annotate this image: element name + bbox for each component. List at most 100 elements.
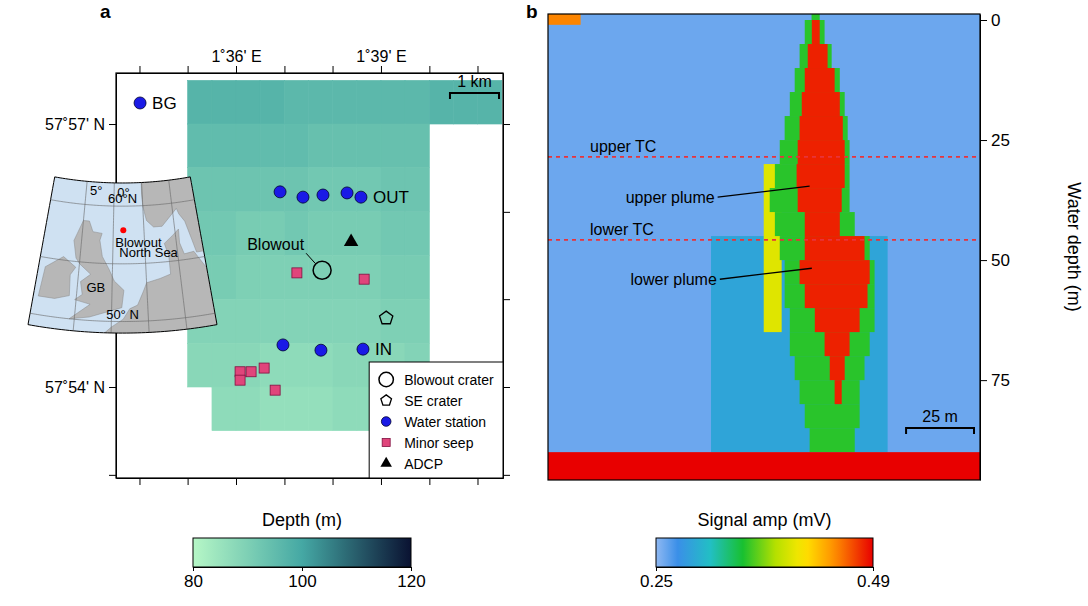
map-point bbox=[355, 191, 367, 203]
tick: 0.49 bbox=[857, 567, 890, 591]
depth-cell bbox=[284, 343, 308, 387]
depth-cell bbox=[357, 80, 381, 124]
tick bbox=[109, 475, 116, 476]
tick bbox=[284, 66, 285, 73]
tick-mark bbox=[429, 66, 430, 73]
depth-cell bbox=[357, 256, 381, 300]
depth-cell bbox=[284, 299, 308, 343]
echo-cell bbox=[790, 332, 870, 356]
echo-cell bbox=[785, 116, 848, 140]
tick-mark bbox=[109, 387, 116, 388]
tick bbox=[503, 387, 510, 388]
echo-cell bbox=[810, 428, 855, 452]
echo-cell bbox=[798, 188, 842, 212]
tick bbox=[333, 478, 334, 485]
depth-cell bbox=[236, 168, 260, 212]
map-point bbox=[341, 187, 353, 199]
tick-mark bbox=[980, 260, 987, 261]
echo-cell bbox=[548, 452, 980, 480]
depth-cell bbox=[284, 256, 308, 300]
inset-land bbox=[38, 257, 75, 299]
leader-line bbox=[306, 253, 315, 263]
point-label: IN bbox=[375, 340, 392, 359]
depth-cell bbox=[405, 256, 429, 300]
annotation-line bbox=[718, 186, 810, 197]
depth-cell bbox=[333, 299, 357, 343]
tick-label: 57˚54' N bbox=[45, 379, 105, 396]
tick-label: 25 bbox=[991, 131, 1010, 150]
depth-cell bbox=[308, 124, 332, 168]
tick bbox=[429, 66, 430, 73]
depth-cell bbox=[333, 124, 357, 168]
depth-cell bbox=[308, 299, 332, 343]
tick: 75 bbox=[980, 371, 1010, 390]
map-point bbox=[246, 367, 256, 377]
inset bbox=[28, 152, 239, 365]
tick bbox=[188, 478, 189, 485]
depth-cell bbox=[333, 387, 357, 431]
legend: Blowout craterSE craterWater stationMino… bbox=[369, 362, 503, 478]
tick-mark bbox=[333, 478, 334, 485]
tick-label: 75 bbox=[991, 371, 1010, 390]
tick-mark bbox=[980, 140, 987, 141]
colorbar bbox=[193, 538, 411, 567]
depth-cell bbox=[212, 80, 236, 124]
depth-cell bbox=[308, 212, 332, 256]
tick bbox=[139, 66, 140, 73]
depth-cell bbox=[284, 80, 308, 124]
legend-symbol bbox=[379, 372, 393, 386]
depth-cell bbox=[308, 387, 332, 431]
depth-cell bbox=[308, 256, 332, 300]
depth-cell bbox=[405, 212, 429, 256]
axis-line bbox=[117, 73, 504, 74]
depth-cell bbox=[284, 124, 308, 168]
map-point bbox=[235, 375, 245, 385]
tick-mark bbox=[381, 66, 382, 73]
depth-cell bbox=[405, 80, 429, 124]
tick-mark bbox=[429, 478, 430, 485]
echo-cell bbox=[795, 356, 865, 380]
map-point bbox=[317, 189, 329, 201]
tick-mark bbox=[873, 567, 874, 571]
depth-cell bbox=[284, 168, 308, 212]
depth-cell bbox=[308, 343, 332, 387]
depth-cell bbox=[381, 80, 405, 124]
tick-mark bbox=[503, 212, 510, 213]
echo-cell bbox=[770, 188, 850, 212]
tick-label: 0.25 bbox=[640, 572, 673, 591]
legend-label: ADCP bbox=[404, 456, 443, 472]
y-axis-right bbox=[503, 74, 510, 479]
echo-cell bbox=[775, 164, 850, 188]
depth-cell bbox=[260, 299, 284, 343]
depth-cell bbox=[236, 299, 260, 343]
annotation: lower plume bbox=[631, 271, 717, 288]
depth-cell bbox=[236, 80, 260, 124]
inset-site-label: Blowout bbox=[115, 235, 162, 250]
depth-cell bbox=[236, 387, 260, 431]
depth-cell bbox=[212, 343, 236, 387]
legend-symbol bbox=[381, 395, 392, 405]
depth-cell bbox=[381, 124, 405, 168]
echo-cell bbox=[775, 212, 855, 236]
tick: 100 bbox=[288, 567, 316, 591]
tick-mark bbox=[656, 567, 657, 571]
tick bbox=[236, 478, 237, 485]
axis-line bbox=[657, 567, 874, 568]
echo-cell bbox=[785, 260, 875, 284]
map-point bbox=[134, 97, 146, 109]
inset-label: GB bbox=[86, 280, 105, 295]
reference-line bbox=[548, 156, 980, 158]
echo-cell bbox=[711, 236, 888, 452]
depth-cell bbox=[236, 256, 260, 300]
echo-cell bbox=[800, 116, 843, 140]
depth-cell bbox=[357, 299, 381, 343]
tick-mark bbox=[284, 66, 285, 73]
tick-mark bbox=[503, 299, 510, 300]
echo-cell bbox=[830, 356, 845, 380]
tick-mark bbox=[333, 66, 334, 73]
reference-line bbox=[548, 239, 980, 241]
plot-frame bbox=[548, 14, 980, 480]
figure: a1 kmBlowoutBGOUTIN1˚36' E1˚39' E57˚54' … bbox=[0, 0, 1088, 606]
tick: 0 bbox=[980, 11, 1000, 30]
echo-cell bbox=[785, 284, 875, 308]
